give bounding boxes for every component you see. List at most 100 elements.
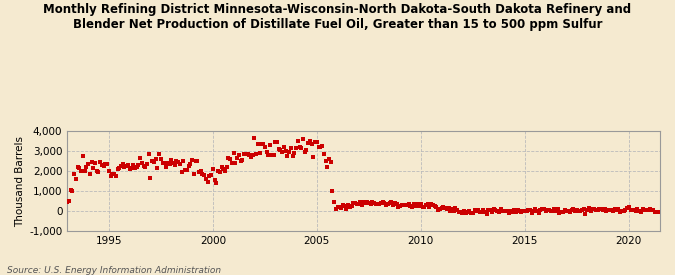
- Point: [497, 209, 508, 213]
- Point: [547, 209, 558, 213]
- Point: [119, 165, 130, 169]
- Point: [195, 169, 206, 174]
- Text: Source: U.S. Energy Information Administration: Source: U.S. Energy Information Administ…: [7, 266, 221, 275]
- Point: [524, 208, 535, 213]
- Point: [511, 210, 522, 214]
- Point: [436, 206, 447, 210]
- Point: [124, 167, 135, 172]
- Point: [343, 202, 354, 207]
- Point: [564, 210, 575, 214]
- Point: [252, 142, 263, 146]
- Point: [287, 154, 298, 158]
- Point: [90, 161, 101, 165]
- Point: [72, 165, 83, 169]
- Point: [84, 172, 95, 176]
- Point: [91, 169, 102, 174]
- Point: [146, 159, 157, 163]
- Point: [488, 207, 499, 211]
- Point: [202, 180, 213, 184]
- Point: [539, 207, 549, 211]
- Point: [627, 208, 638, 212]
- Point: [556, 209, 566, 214]
- Point: [152, 166, 163, 170]
- Point: [389, 201, 400, 206]
- Point: [580, 211, 591, 216]
- Point: [313, 145, 324, 149]
- Y-axis label: Thousand Barrels: Thousand Barrels: [15, 136, 25, 227]
- Point: [603, 208, 614, 213]
- Point: [530, 207, 541, 211]
- Point: [298, 137, 308, 141]
- Point: [107, 171, 117, 176]
- Point: [456, 209, 466, 214]
- Point: [464, 209, 475, 213]
- Point: [610, 207, 620, 211]
- Point: [100, 161, 111, 166]
- Point: [601, 209, 612, 214]
- Point: [197, 172, 208, 176]
- Point: [612, 208, 622, 212]
- Point: [433, 207, 443, 212]
- Point: [246, 155, 256, 160]
- Point: [251, 152, 262, 156]
- Point: [371, 202, 381, 207]
- Point: [545, 209, 556, 213]
- Point: [429, 204, 440, 208]
- Point: [438, 205, 449, 209]
- Point: [439, 206, 450, 210]
- Point: [296, 145, 306, 150]
- Point: [115, 164, 126, 168]
- Point: [133, 163, 144, 167]
- Point: [542, 208, 553, 213]
- Point: [142, 162, 153, 167]
- Point: [207, 167, 218, 171]
- Point: [563, 209, 574, 214]
- Point: [88, 166, 99, 170]
- Point: [299, 150, 310, 154]
- Point: [239, 152, 250, 156]
- Point: [618, 209, 629, 213]
- Point: [566, 208, 577, 213]
- Point: [478, 208, 489, 212]
- Point: [344, 205, 355, 210]
- Point: [219, 169, 230, 173]
- Point: [355, 200, 366, 204]
- Point: [247, 153, 258, 158]
- Point: [646, 208, 657, 212]
- Point: [386, 200, 397, 204]
- Point: [323, 156, 334, 161]
- Point: [615, 210, 626, 214]
- Point: [348, 200, 358, 205]
- Point: [310, 140, 321, 144]
- Point: [103, 169, 114, 174]
- Point: [584, 206, 595, 210]
- Point: [393, 205, 404, 209]
- Point: [230, 161, 241, 165]
- Point: [568, 207, 578, 211]
- Point: [218, 167, 229, 171]
- Point: [476, 210, 487, 214]
- Point: [485, 208, 495, 212]
- Point: [67, 189, 78, 193]
- Point: [235, 159, 246, 163]
- Point: [306, 142, 317, 146]
- Point: [166, 158, 177, 162]
- Point: [175, 162, 186, 166]
- Point: [187, 158, 198, 162]
- Point: [294, 145, 305, 150]
- Point: [622, 206, 632, 210]
- Point: [509, 208, 520, 212]
- Point: [209, 178, 220, 182]
- Point: [155, 156, 166, 161]
- Point: [374, 202, 385, 206]
- Point: [653, 210, 664, 214]
- Point: [383, 202, 394, 206]
- Point: [199, 173, 210, 177]
- Point: [518, 209, 529, 213]
- Point: [105, 174, 116, 178]
- Point: [237, 158, 248, 162]
- Point: [244, 153, 254, 158]
- Point: [408, 202, 419, 207]
- Point: [520, 208, 531, 213]
- Point: [502, 209, 513, 214]
